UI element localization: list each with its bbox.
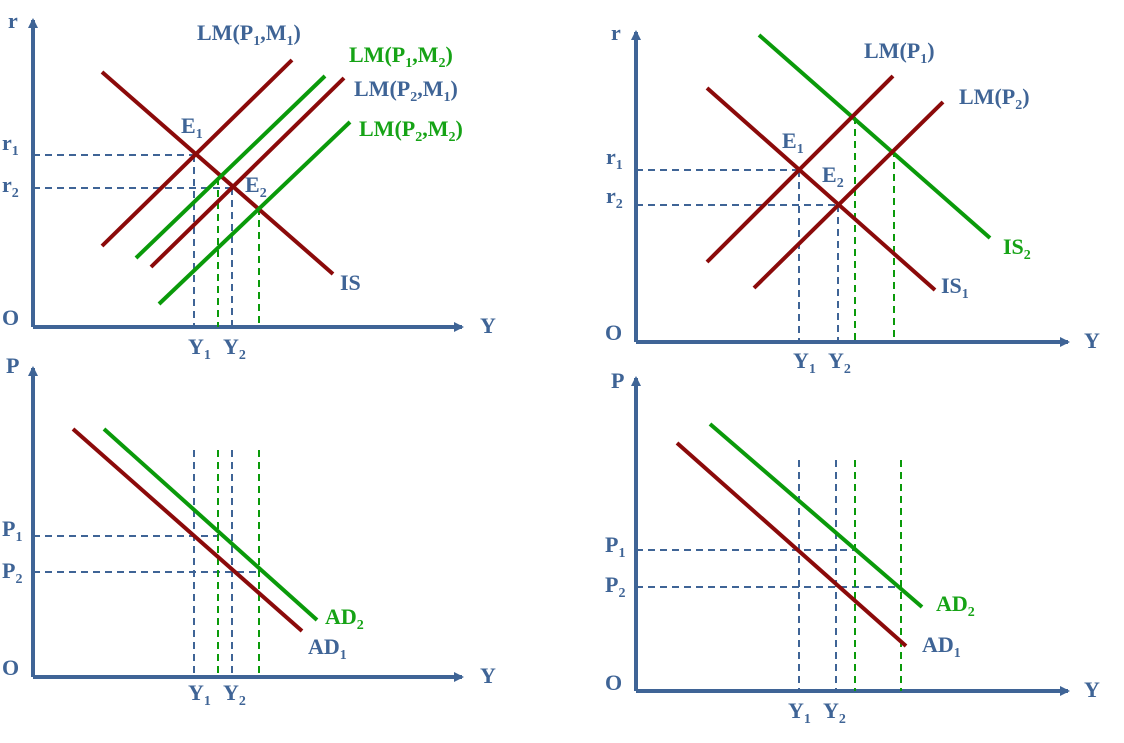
panel-top-right: r Y O r1 r2 Y1 Y2 E1 E2 LM(P1) LM(P2) IS…: [605, 20, 1100, 377]
lm-p1-label: LM(P1): [864, 38, 935, 67]
r2-label: r2: [2, 172, 19, 201]
y1-label: Y1: [188, 680, 211, 709]
y1-label: Y1: [788, 698, 811, 727]
is2-label: IS2: [1003, 234, 1031, 263]
ad1-curve: [675, 441, 908, 648]
lm-p2-m1-curve: [149, 76, 346, 269]
lm-p2-m1-label: LM(P2,M1): [354, 76, 458, 105]
lm-p1-m2-curve: [134, 74, 327, 260]
y2-label: Y2: [828, 348, 851, 377]
y1-label: Y1: [793, 348, 816, 377]
ad1-curve: [71, 427, 304, 633]
lm-p2-m2-label: LM(P2,M2): [359, 116, 463, 145]
x-axis-label: Y: [1084, 328, 1100, 353]
ad2-label: AD2: [936, 591, 975, 620]
ad1-label: AD1: [308, 634, 347, 663]
p1-label: P1: [2, 516, 22, 545]
ad2-label: AD2: [325, 604, 364, 633]
e1-label: E1: [782, 128, 804, 157]
e2-label: E2: [822, 162, 844, 191]
is2-curve: [757, 33, 992, 240]
e1-label: E1: [181, 113, 203, 142]
panel-bottom-right: P Y O P1 P2 Y1 Y2 AD2 AD1: [605, 368, 1100, 727]
y-axis-label: r: [611, 20, 621, 45]
y-axis-label: r: [8, 8, 18, 33]
lm-p2-curve: [752, 100, 945, 290]
r1-label: r1: [606, 144, 623, 173]
lm-p1-curve: [705, 74, 895, 264]
panel-bottom-left: P Y O P1 P2 Y1 Y2 AD2 AD1: [2, 353, 496, 709]
ad1-label: AD1: [922, 632, 961, 661]
lm-p2-m2-curve: [157, 120, 352, 306]
p2-label: P2: [605, 572, 625, 601]
x-axis-label: Y: [480, 313, 496, 338]
is-curve: [100, 70, 335, 276]
e2-label: E2: [245, 172, 267, 201]
x-axis-label: Y: [480, 663, 496, 688]
origin-label: O: [2, 305, 19, 330]
origin-label: O: [605, 670, 622, 695]
p2-label: P2: [2, 558, 22, 587]
is1-curve: [705, 86, 937, 292]
ad2-curve: [102, 427, 319, 622]
lm-p2-label: LM(P2): [959, 84, 1030, 113]
y2-label: Y2: [223, 680, 246, 709]
x-axis-label: Y: [1084, 677, 1100, 702]
origin-label: O: [605, 320, 622, 345]
origin-label: O: [2, 655, 19, 680]
is-label: IS: [340, 270, 361, 295]
lm-p1-m2-label: LM(P1,M2): [349, 42, 453, 71]
is1-label: IS1: [941, 273, 969, 302]
lm-p1-m1-label: LM(P1,M1): [197, 20, 301, 49]
ad2-curve: [708, 422, 924, 609]
y-axis-label: P: [6, 353, 19, 378]
y1-label: Y1: [188, 334, 211, 363]
y-axis-label: P: [611, 368, 624, 393]
r1-label: r1: [2, 130, 19, 159]
y2-label: Y2: [223, 334, 246, 363]
r2-label: r2: [606, 183, 623, 212]
panel-top-left: r Y O r1 r2 Y1 Y2 E1 E2 IS LM(P1,M1) LM(…: [2, 8, 496, 363]
lm-p1-m1-curve: [100, 58, 294, 248]
y2-label: Y2: [823, 698, 846, 727]
p1-label: P1: [605, 532, 625, 561]
